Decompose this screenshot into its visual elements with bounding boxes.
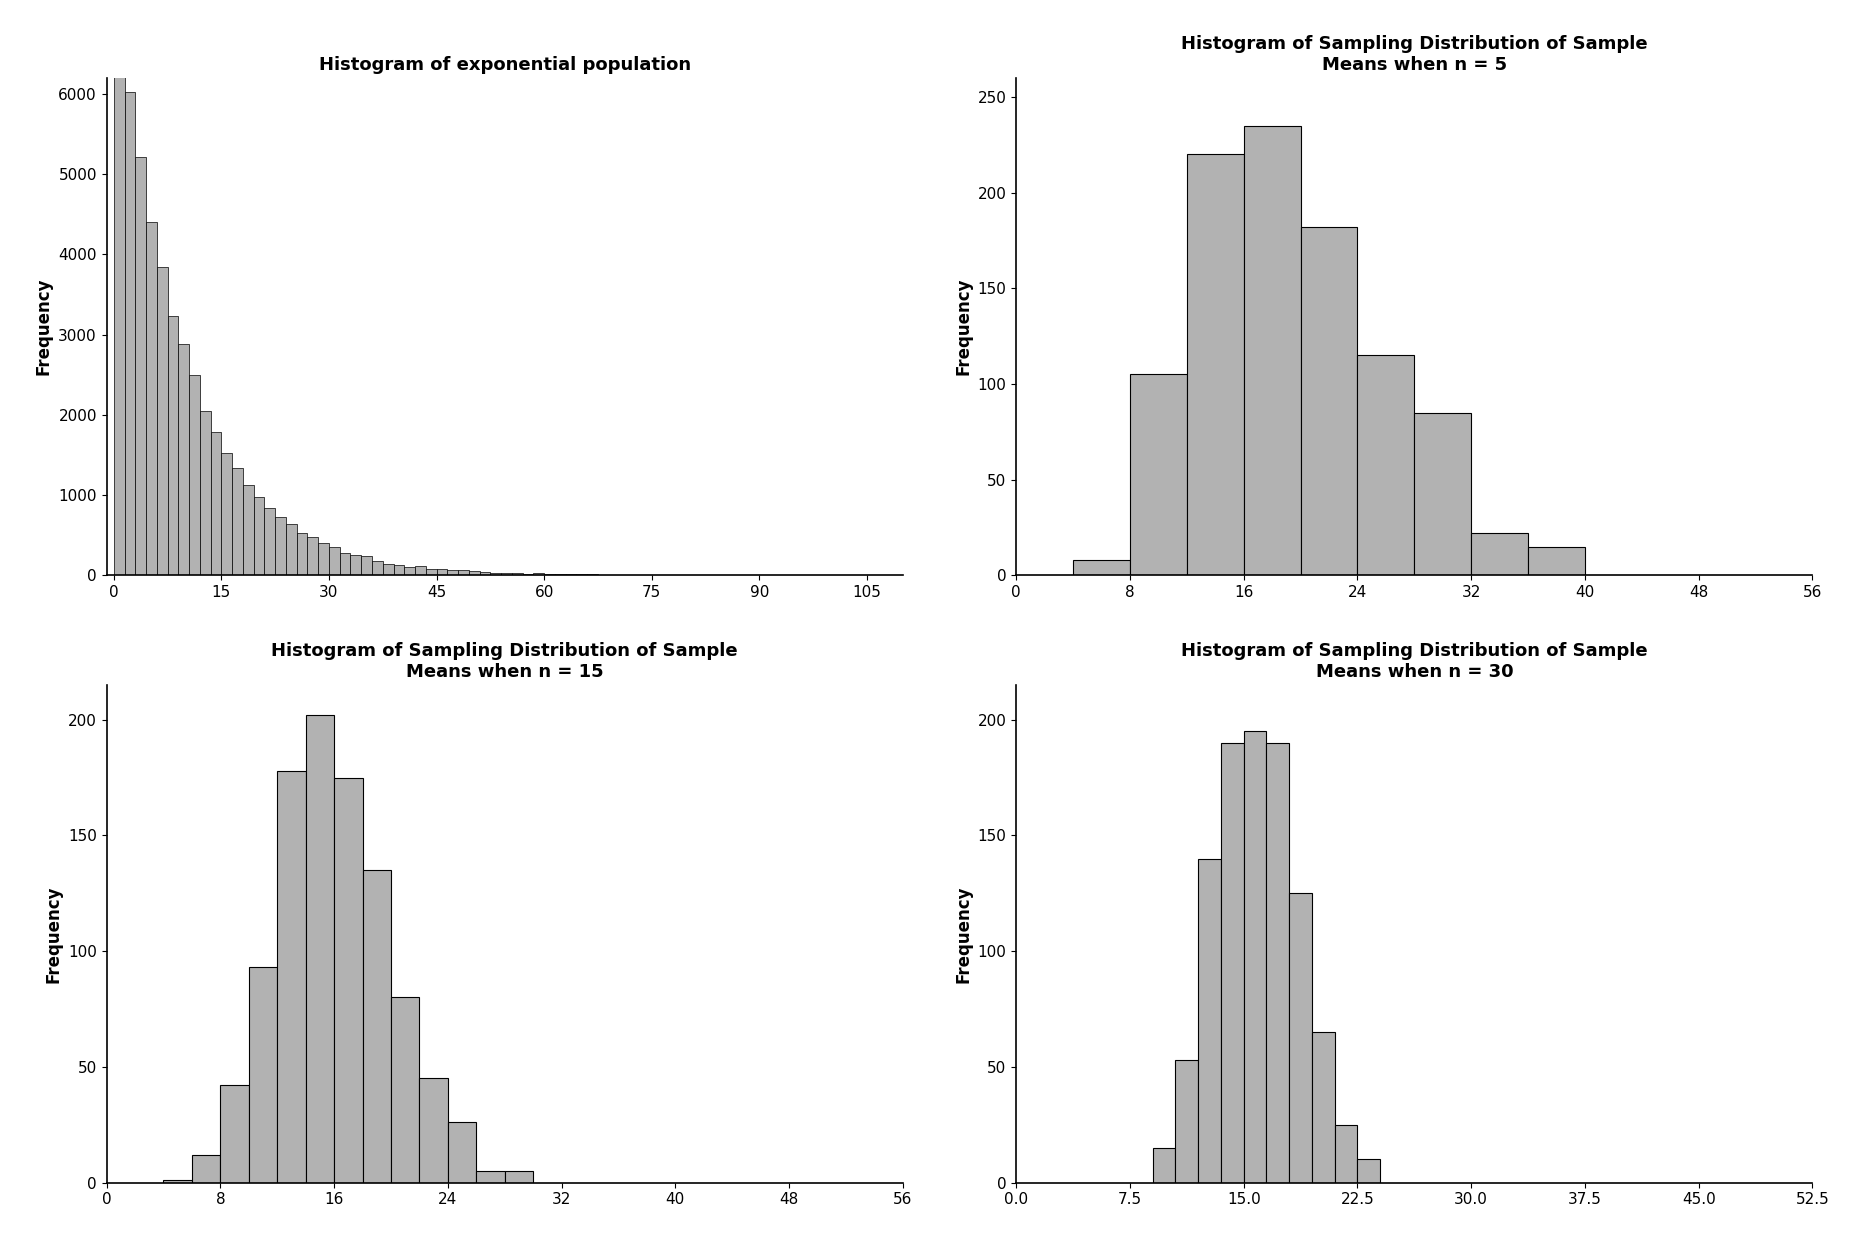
Bar xyxy=(114,14,125,575)
Bar xyxy=(533,574,544,575)
Bar xyxy=(382,564,393,575)
Bar xyxy=(447,1123,477,1182)
Bar xyxy=(157,267,168,575)
Bar xyxy=(192,1155,220,1182)
Bar xyxy=(425,569,436,575)
Bar xyxy=(1221,743,1243,1182)
Bar xyxy=(248,968,278,1182)
Y-axis label: Frequency: Frequency xyxy=(45,886,63,982)
Bar xyxy=(501,573,513,575)
Bar xyxy=(490,574,501,575)
Bar xyxy=(1528,546,1584,575)
Bar xyxy=(233,468,242,575)
Bar xyxy=(362,555,373,575)
Bar xyxy=(188,375,199,575)
Bar xyxy=(1074,560,1130,575)
Bar xyxy=(1266,743,1290,1182)
Bar xyxy=(1290,893,1312,1182)
Bar xyxy=(1415,412,1471,575)
Bar xyxy=(1187,154,1243,575)
Bar xyxy=(393,565,404,575)
Bar xyxy=(391,997,419,1182)
Bar xyxy=(416,565,425,575)
Bar xyxy=(1301,227,1357,575)
Bar xyxy=(265,508,276,575)
Bar xyxy=(479,573,490,575)
Bar xyxy=(211,432,222,575)
Bar xyxy=(505,1171,533,1182)
Bar xyxy=(339,553,350,575)
Bar xyxy=(1152,1148,1176,1182)
Bar xyxy=(1243,732,1266,1182)
Bar xyxy=(179,344,188,575)
Bar xyxy=(125,92,136,575)
Bar xyxy=(296,533,308,575)
Bar xyxy=(220,1086,248,1182)
Bar xyxy=(1357,355,1415,575)
Bar xyxy=(306,715,334,1182)
Bar xyxy=(436,569,447,575)
Bar xyxy=(362,871,391,1182)
Bar xyxy=(308,538,319,575)
Bar xyxy=(242,486,254,575)
Bar xyxy=(276,517,285,575)
Bar xyxy=(522,574,533,575)
Title: Histogram of Sampling Distribution of Sample
Means when n = 15: Histogram of Sampling Distribution of Sa… xyxy=(272,642,738,681)
Bar xyxy=(544,574,555,575)
Y-axis label: Frequency: Frequency xyxy=(954,278,973,375)
Bar xyxy=(419,1078,447,1182)
Bar xyxy=(1357,1160,1379,1182)
Bar xyxy=(168,315,179,575)
Title: Histogram of Sampling Distribution of Sample
Means when n = 30: Histogram of Sampling Distribution of Sa… xyxy=(1182,642,1648,681)
Title: Histogram of Sampling Distribution of Sample
Means when n = 5: Histogram of Sampling Distribution of Sa… xyxy=(1182,35,1648,73)
Bar xyxy=(222,452,233,575)
Bar xyxy=(513,573,522,575)
Bar xyxy=(470,571,479,575)
Bar xyxy=(447,570,459,575)
Bar xyxy=(328,548,339,575)
Bar xyxy=(136,156,145,575)
Bar xyxy=(477,1171,505,1182)
Bar xyxy=(1243,125,1301,575)
Bar xyxy=(1312,1032,1335,1182)
Bar xyxy=(278,770,306,1182)
Bar xyxy=(334,777,362,1182)
Bar xyxy=(1176,1059,1199,1182)
Y-axis label: Frequency: Frequency xyxy=(35,278,52,375)
Y-axis label: Frequency: Frequency xyxy=(954,886,973,982)
Bar xyxy=(319,543,328,575)
Bar xyxy=(373,561,382,575)
Title: Histogram of exponential population: Histogram of exponential population xyxy=(319,56,692,73)
Bar xyxy=(1335,1125,1357,1182)
Bar xyxy=(1471,533,1528,575)
Bar xyxy=(145,222,157,575)
Bar xyxy=(350,555,362,575)
Bar xyxy=(164,1180,192,1182)
Bar xyxy=(459,570,470,575)
Bar xyxy=(254,497,265,575)
Bar xyxy=(199,411,211,575)
Bar xyxy=(1130,375,1187,575)
Bar xyxy=(285,524,296,575)
Bar xyxy=(404,566,416,575)
Bar xyxy=(1199,858,1221,1182)
